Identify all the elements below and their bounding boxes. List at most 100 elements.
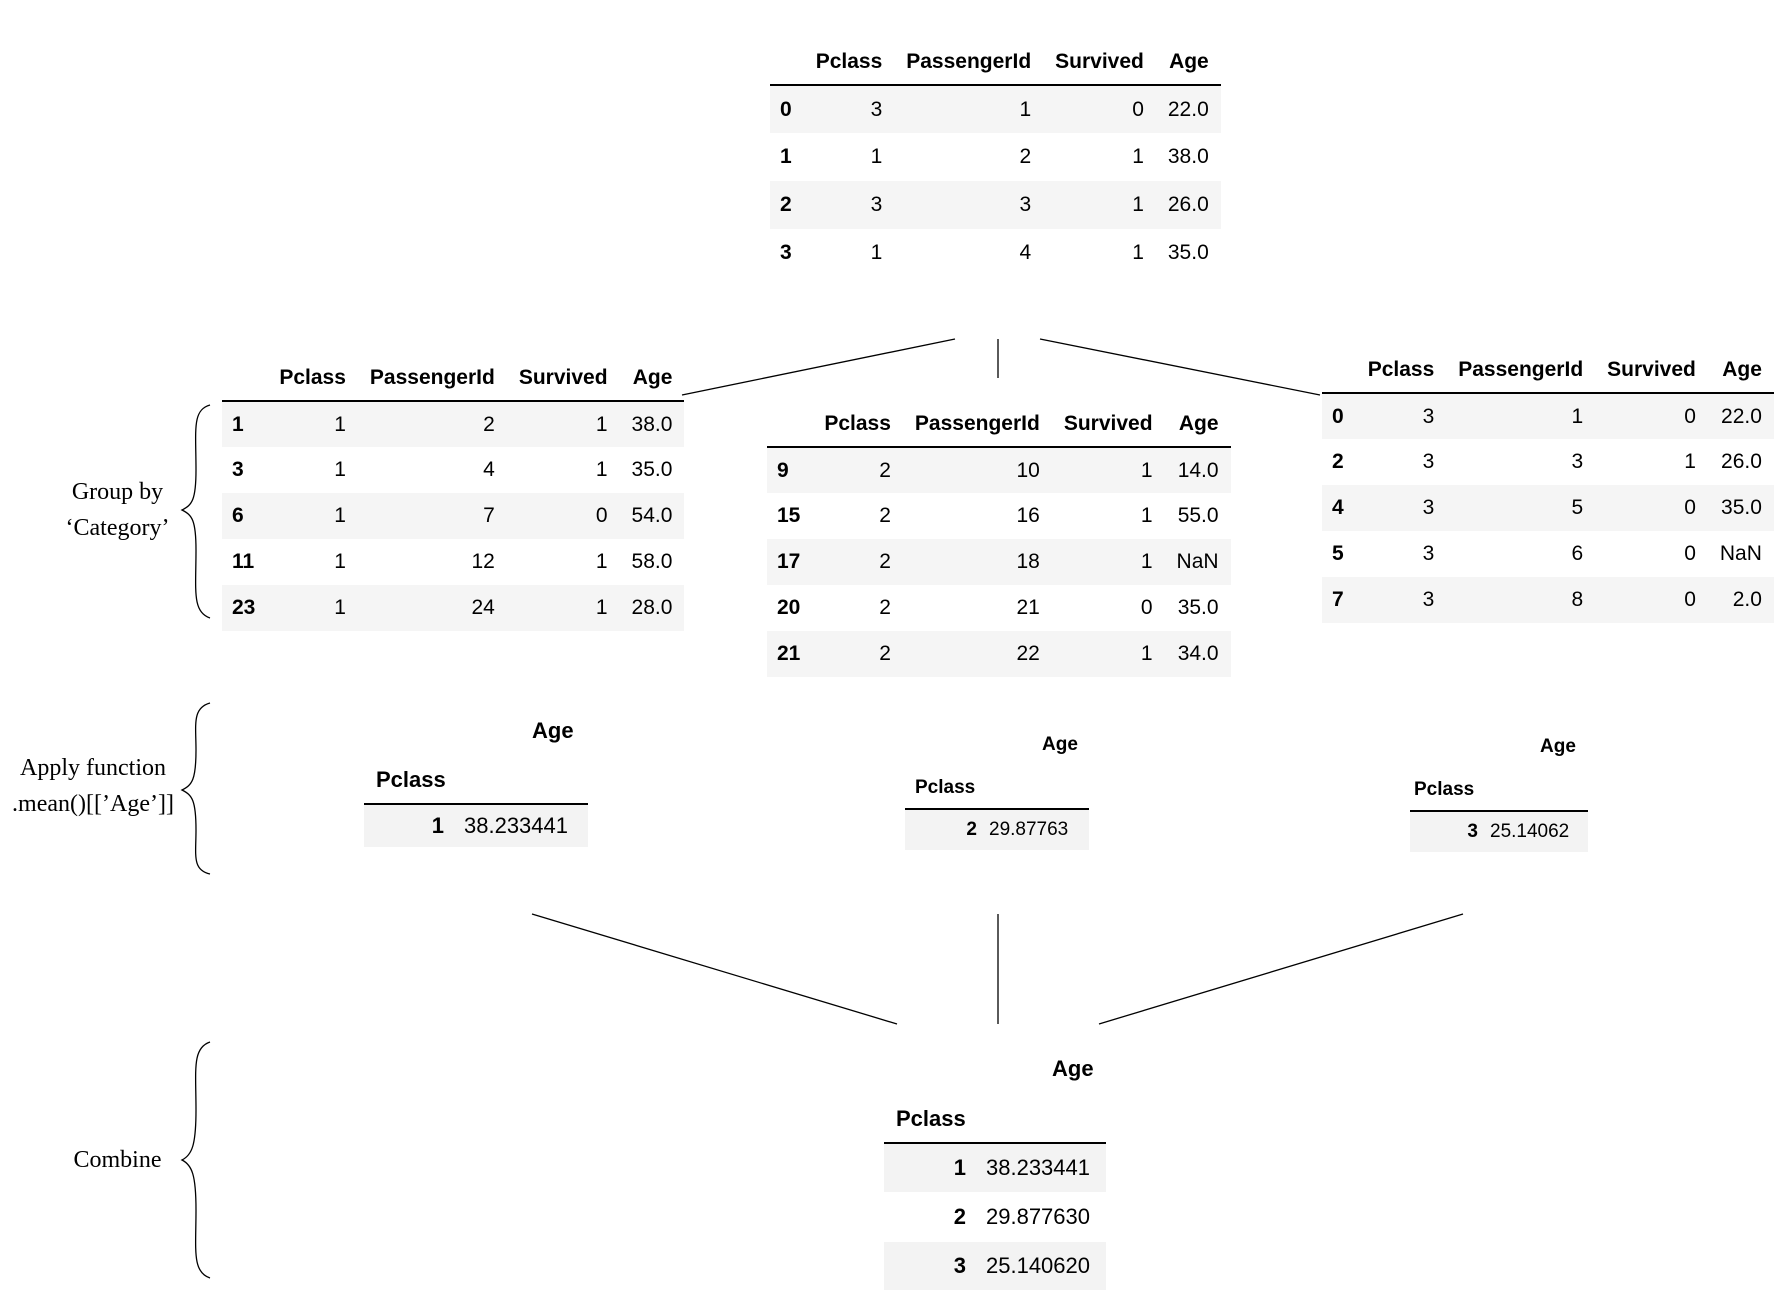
column-header: Survived — [1595, 348, 1708, 394]
index-header — [222, 356, 268, 402]
applied-result-pclass-2: Age Pclass 2 29.87763 — [905, 730, 1089, 855]
cell-pclass: 2 — [879, 642, 891, 665]
column-header: Age — [1707, 348, 1774, 394]
cell-survived: 1 — [595, 412, 608, 436]
cell-passengerid: 22 — [1016, 642, 1040, 665]
cell-age: 26.0 — [1721, 450, 1762, 473]
cell-passengerid: 7 — [483, 504, 495, 527]
cell-age: 54.0 — [631, 504, 673, 527]
column-header: PassengerId — [902, 402, 1052, 448]
row-index: 17 — [777, 550, 801, 573]
cell-survived: 1 — [595, 550, 608, 573]
cell-survived: 1 — [1140, 642, 1153, 665]
cell-survived: 0 — [1684, 588, 1696, 611]
index-header — [1322, 348, 1356, 394]
value-header: Age — [532, 718, 574, 743]
cell-age: 38.233441 — [464, 813, 568, 838]
cell-pclass: 1 — [870, 241, 883, 264]
table-row: 3 25.140620 — [884, 1242, 1106, 1290]
cell-age: 55.0 — [1177, 504, 1219, 527]
row-index: 1 — [953, 1155, 966, 1180]
table-row: 5 3 6 0 NaN — [1322, 531, 1774, 577]
column-header: PassengerId — [357, 356, 507, 402]
row-index: 7 — [1332, 588, 1344, 611]
cell-pclass: 1 — [334, 412, 346, 436]
row-index: 20 — [777, 596, 801, 619]
cell-survived: 1 — [1140, 550, 1153, 573]
index-header: Pclass — [1414, 779, 1475, 800]
index-header — [767, 402, 813, 448]
header-rule — [364, 803, 588, 805]
cell-pclass: 3 — [870, 193, 883, 216]
table-row: 3 25.14062 — [1410, 812, 1588, 852]
cell-passengerid: 4 — [483, 458, 495, 481]
row-index: 4 — [1332, 496, 1344, 519]
cell-age: 2.0 — [1732, 588, 1762, 611]
cell-passengerid: 3 — [1019, 193, 1032, 216]
table-row: 1 38.233441 — [884, 1144, 1106, 1192]
cell-survived: 1 — [1132, 145, 1144, 168]
cell-passengerid: 16 — [1016, 504, 1040, 527]
cell-pclass: 1 — [334, 504, 346, 527]
cell-passengerid: 2 — [483, 412, 495, 436]
group-dataframe-pclass-3: Pclass PassengerId Survived Age 0 3 1 0 … — [1322, 348, 1774, 623]
cell-survived: 0 — [1684, 542, 1696, 565]
cell-pclass: 1 — [334, 458, 346, 481]
cell-survived: 0 — [1132, 97, 1144, 121]
column-header: Pclass — [803, 40, 895, 86]
index-header — [770, 40, 804, 86]
cell-age: 29.877630 — [986, 1204, 1090, 1229]
index-header: Pclass — [376, 767, 446, 792]
index-header: Pclass — [896, 1106, 966, 1131]
column-header: Pclass — [812, 402, 903, 448]
table-row: 0 3 1 0 22.0 — [770, 85, 1221, 133]
cell-pclass: 3 — [1422, 588, 1435, 611]
group-dataframe-pclass-2: Pclass PassengerId Survived Age 9 2 10 1… — [767, 402, 1231, 677]
row-index: 0 — [1332, 404, 1344, 428]
header-rule — [884, 1142, 1106, 1144]
cell-age: 34.0 — [1177, 642, 1219, 665]
column-header: PassengerId — [1446, 348, 1596, 394]
cell-age: 35.0 — [631, 458, 673, 481]
row-index: 2 — [966, 819, 977, 840]
combined-result: Age Pclass 1 38.233441 2 29.877630 3 25.… — [884, 1050, 1106, 1295]
cell-pclass: 2 — [879, 596, 891, 619]
table-row: 15 2 16 1 55.0 — [767, 493, 1231, 539]
table-row: 2 29.877630 — [884, 1192, 1106, 1242]
row-index: 1 — [780, 145, 792, 168]
cell-pclass: 2 — [879, 550, 891, 573]
cell-pclass: 2 — [879, 504, 891, 527]
value-header: Age — [1540, 736, 1576, 757]
cell-survived: 1 — [595, 458, 608, 481]
cell-survived: 0 — [1140, 596, 1153, 619]
cell-age: 22.0 — [1167, 97, 1209, 121]
cell-age: 25.14062 — [1490, 821, 1570, 842]
column-header: Age — [1155, 40, 1221, 86]
cell-passengerid: 5 — [1571, 496, 1584, 519]
combine-brace — [180, 1041, 211, 1279]
group-by-label: Group by ‘Category’ — [50, 474, 185, 546]
apply-label-line1: Apply function — [20, 755, 166, 781]
table-row: 23 1 24 1 28.0 — [222, 585, 685, 631]
table-row: 21 2 22 1 34.0 — [767, 631, 1231, 677]
column-header: Survived — [1051, 402, 1165, 448]
cell-pclass: 3 — [1422, 404, 1435, 428]
apply-label: Apply function .mean()[[’Age’]] — [4, 750, 182, 822]
row-index: 3 — [1467, 821, 1478, 842]
column-header: Pclass — [267, 356, 358, 402]
row-index: 11 — [232, 550, 255, 573]
cell-passengerid: 21 — [1016, 596, 1040, 619]
cell-passengerid: 8 — [1571, 588, 1584, 611]
split-line-right — [1039, 338, 1321, 396]
cell-age: 38.233441 — [986, 1155, 1090, 1180]
header-rule — [1410, 810, 1588, 812]
row-index: 2 — [1332, 450, 1344, 473]
group-by-label-line2: ‘Category’ — [65, 515, 170, 541]
table-row: 2 3 3 1 26.0 — [770, 181, 1221, 229]
cell-passengerid: 18 — [1016, 550, 1040, 573]
cell-survived: 1 — [1132, 241, 1144, 264]
cell-passengerid: 3 — [1571, 450, 1584, 473]
row-index: 21 — [777, 642, 801, 665]
row-index: 0 — [780, 97, 792, 121]
applied-result-pclass-3: Age Pclass 3 25.14062 — [1410, 732, 1588, 857]
